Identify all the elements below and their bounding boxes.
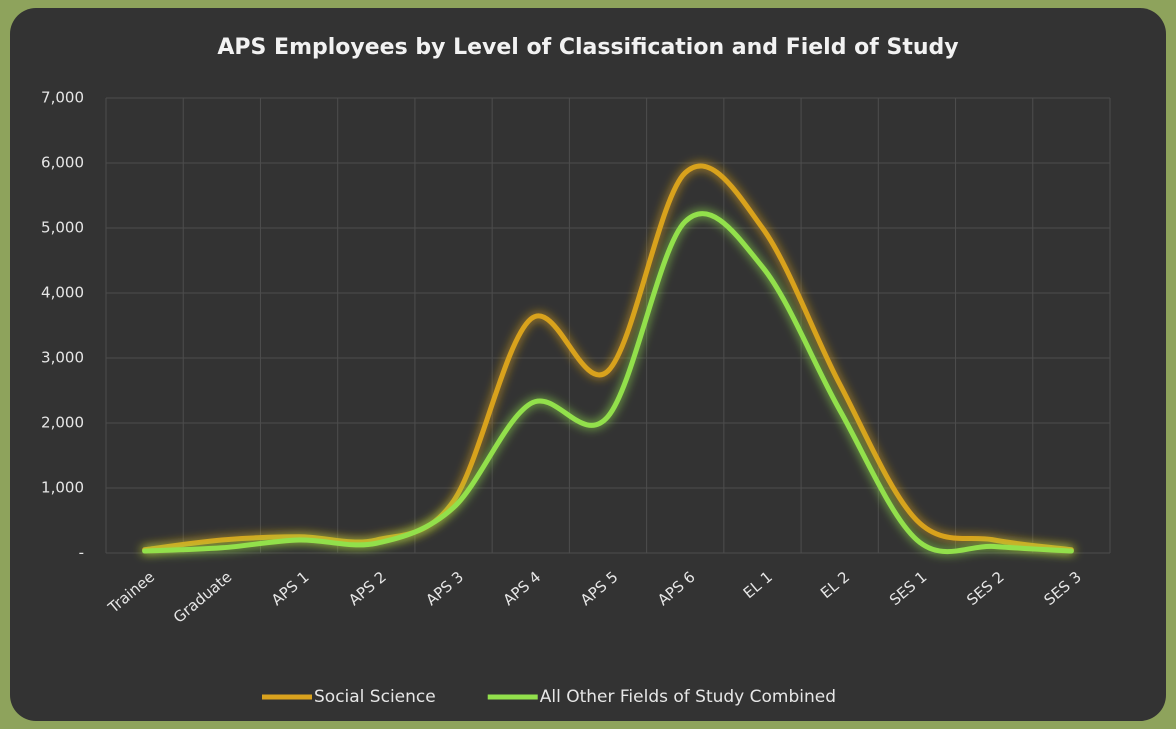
legend: Social Science All Other Fields of Study … <box>262 687 836 707</box>
y-tick-label: 1,000 <box>41 479 84 497</box>
y-tick-label: 7,000 <box>41 89 84 107</box>
series-line <box>142 163 1074 553</box>
y-tick-label: 6,000 <box>41 154 84 172</box>
chart-background <box>10 8 1166 721</box>
y-tick-label: 2,000 <box>41 414 84 432</box>
legend-label: All Other Fields of Study Combined <box>540 687 836 707</box>
y-tick-label: - <box>79 544 84 562</box>
legend-label: Social Science <box>314 687 436 707</box>
chart-title: APS Employees by Level of Classification… <box>217 35 958 60</box>
y-tick-label: 4,000 <box>41 284 84 302</box>
y-tick-label: 5,000 <box>41 219 84 237</box>
series-line <box>142 211 1074 555</box>
y-tick-label: 3,000 <box>41 349 84 367</box>
